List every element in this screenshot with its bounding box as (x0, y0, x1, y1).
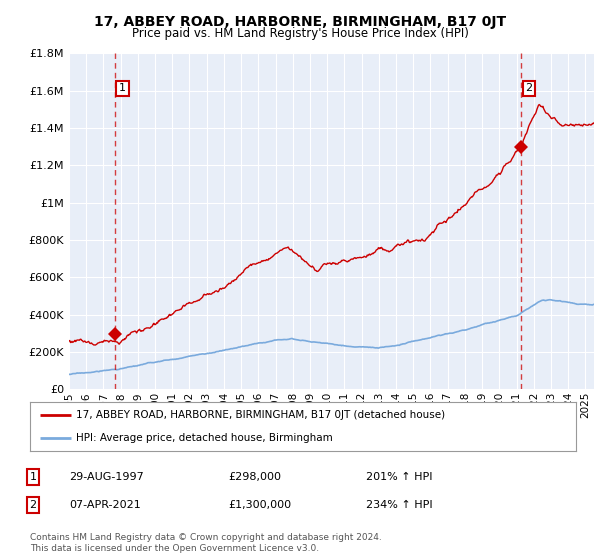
Text: HPI: Average price, detached house, Birmingham: HPI: Average price, detached house, Birm… (76, 433, 333, 444)
Text: 17, ABBEY ROAD, HARBORNE, BIRMINGHAM, B17 0JT: 17, ABBEY ROAD, HARBORNE, BIRMINGHAM, B1… (94, 15, 506, 29)
Text: 1: 1 (119, 83, 126, 94)
Text: 201% ↑ HPI: 201% ↑ HPI (366, 472, 433, 482)
Text: 29-AUG-1997: 29-AUG-1997 (69, 472, 144, 482)
Text: 2: 2 (526, 83, 533, 94)
Text: 234% ↑ HPI: 234% ↑ HPI (366, 500, 433, 510)
Text: Price paid vs. HM Land Registry's House Price Index (HPI): Price paid vs. HM Land Registry's House … (131, 27, 469, 40)
Text: 07-APR-2021: 07-APR-2021 (69, 500, 141, 510)
Text: Contains HM Land Registry data © Crown copyright and database right 2024.
This d: Contains HM Land Registry data © Crown c… (30, 533, 382, 553)
Text: £298,000: £298,000 (228, 472, 281, 482)
Text: 1: 1 (29, 472, 37, 482)
Text: 17, ABBEY ROAD, HARBORNE, BIRMINGHAM, B17 0JT (detached house): 17, ABBEY ROAD, HARBORNE, BIRMINGHAM, B1… (76, 410, 446, 421)
Text: 2: 2 (29, 500, 37, 510)
Text: £1,300,000: £1,300,000 (228, 500, 291, 510)
